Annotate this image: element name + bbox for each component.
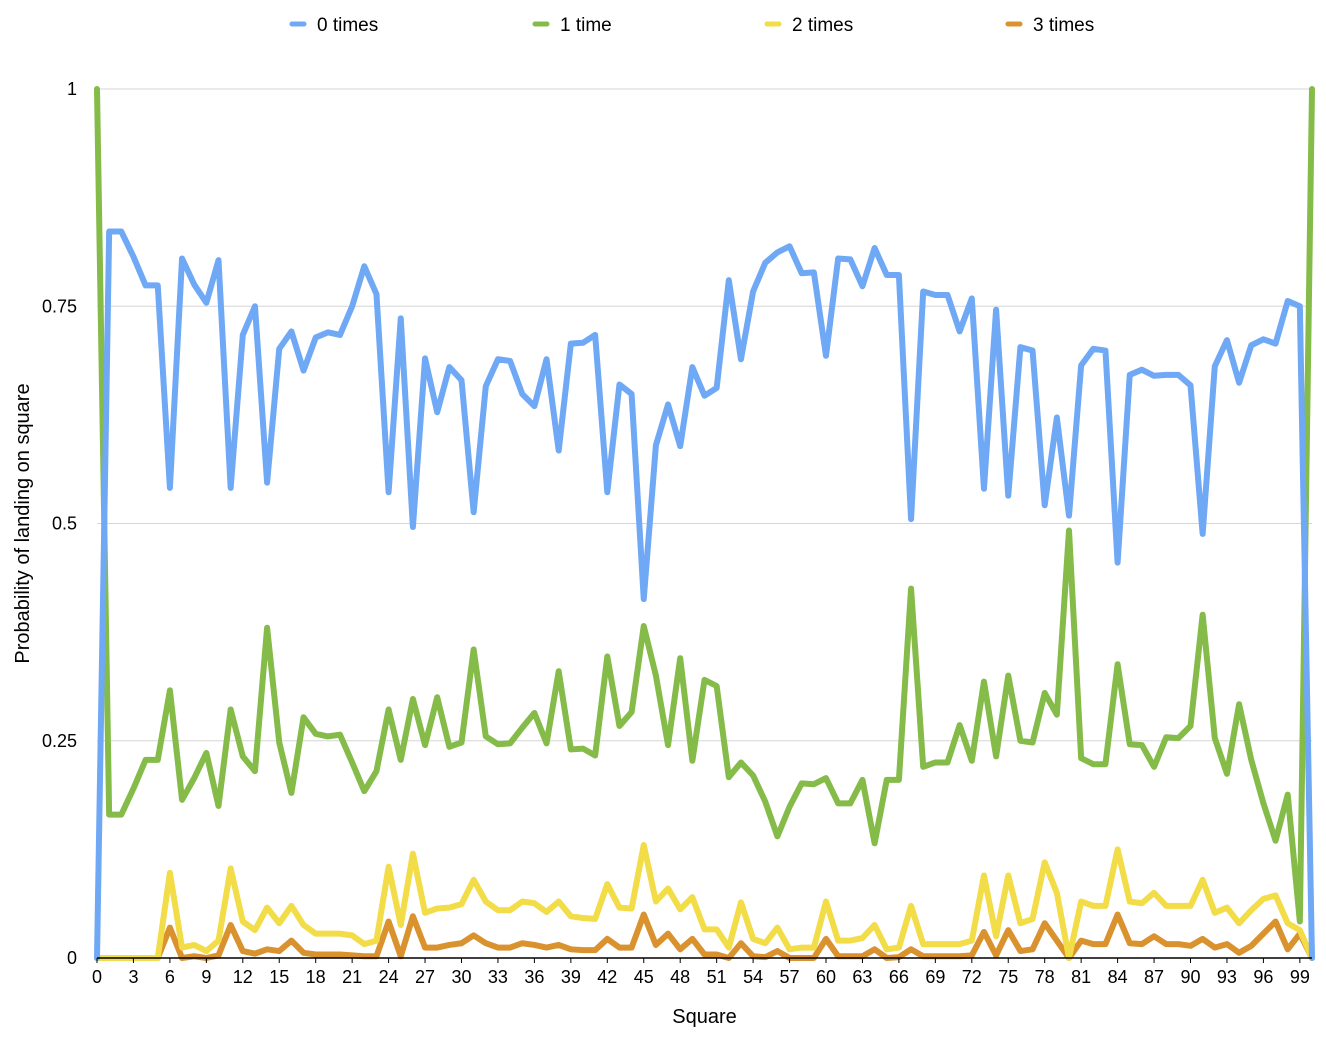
y-tick-label: 0 <box>67 948 77 968</box>
x-tick-label: 0 <box>92 967 102 987</box>
y-tick-label: 0.5 <box>52 514 77 534</box>
x-axis-title: Square <box>672 1006 737 1028</box>
legend: 0 times 1 time 2 times 3 times <box>289 15 1094 36</box>
x-tick-label: 33 <box>488 967 508 987</box>
series-line-1-time <box>94 86 1315 925</box>
legend-label-0-times: 0 times <box>317 15 378 36</box>
x-tick-label: 90 <box>1180 967 1200 987</box>
x-tick-label: 57 <box>780 967 800 987</box>
x-tick-label: 72 <box>962 967 982 987</box>
x-tick-label: 48 <box>670 967 690 987</box>
x-tick-label: 30 <box>451 967 471 987</box>
x-tick-label: 3 <box>128 967 138 987</box>
x-tick-label: 21 <box>342 967 362 987</box>
x-tick-label: 12 <box>233 967 253 987</box>
x-tick-label: 60 <box>816 967 836 987</box>
legend-label-1-time: 1 time <box>560 15 612 36</box>
x-tick-label: 54 <box>743 967 763 987</box>
y-axis-title: Probability of landing on square <box>12 383 34 663</box>
x-tick-label: 84 <box>1108 967 1128 987</box>
x-tick-label: 39 <box>561 967 581 987</box>
y-tick-labels: 0 0.25 0.5 0.75 1 <box>42 79 77 968</box>
series-line-0-times <box>94 228 1315 961</box>
x-tick-label: 42 <box>597 967 617 987</box>
y-tick-label: 1 <box>67 79 77 99</box>
series-line-2-times <box>94 842 1315 961</box>
series-line-3-times <box>94 911 1315 961</box>
x-tick-label: 6 <box>165 967 175 987</box>
x-tick-label: 24 <box>379 967 399 987</box>
x-tick-label: 99 <box>1290 967 1310 987</box>
x-tick-label: 45 <box>634 967 654 987</box>
x-tick-label: 36 <box>524 967 544 987</box>
series-lines <box>94 86 1315 961</box>
x-tick-label: 69 <box>925 967 945 987</box>
x-tick-label: 96 <box>1253 967 1273 987</box>
x-tick-label: 78 <box>1035 967 1055 987</box>
x-tick-label: 81 <box>1071 967 1091 987</box>
legend-label-3-times: 3 times <box>1033 15 1094 36</box>
y-tick-label: 0.75 <box>42 296 77 316</box>
x-tick-label: 87 <box>1144 967 1164 987</box>
x-tick-label: 63 <box>852 967 872 987</box>
x-tick-label: 15 <box>269 967 289 987</box>
y-tick-label: 0.25 <box>42 731 77 751</box>
x-tick-label: 66 <box>889 967 909 987</box>
x-tick-label: 18 <box>306 967 326 987</box>
x-tick-label: 27 <box>415 967 435 987</box>
x-tick-labels: 0 3 6 9 12 15 18 21 24 27 30 33 36 39 42 45 48 51 54 57 60 63… <box>92 958 1310 987</box>
x-tick-label: 9 <box>201 967 211 987</box>
x-tick-label: 93 <box>1217 967 1237 987</box>
x-tick-label: 75 <box>998 967 1018 987</box>
legend-label-2-times: 2 times <box>792 15 853 36</box>
x-tick-label: 51 <box>707 967 727 987</box>
